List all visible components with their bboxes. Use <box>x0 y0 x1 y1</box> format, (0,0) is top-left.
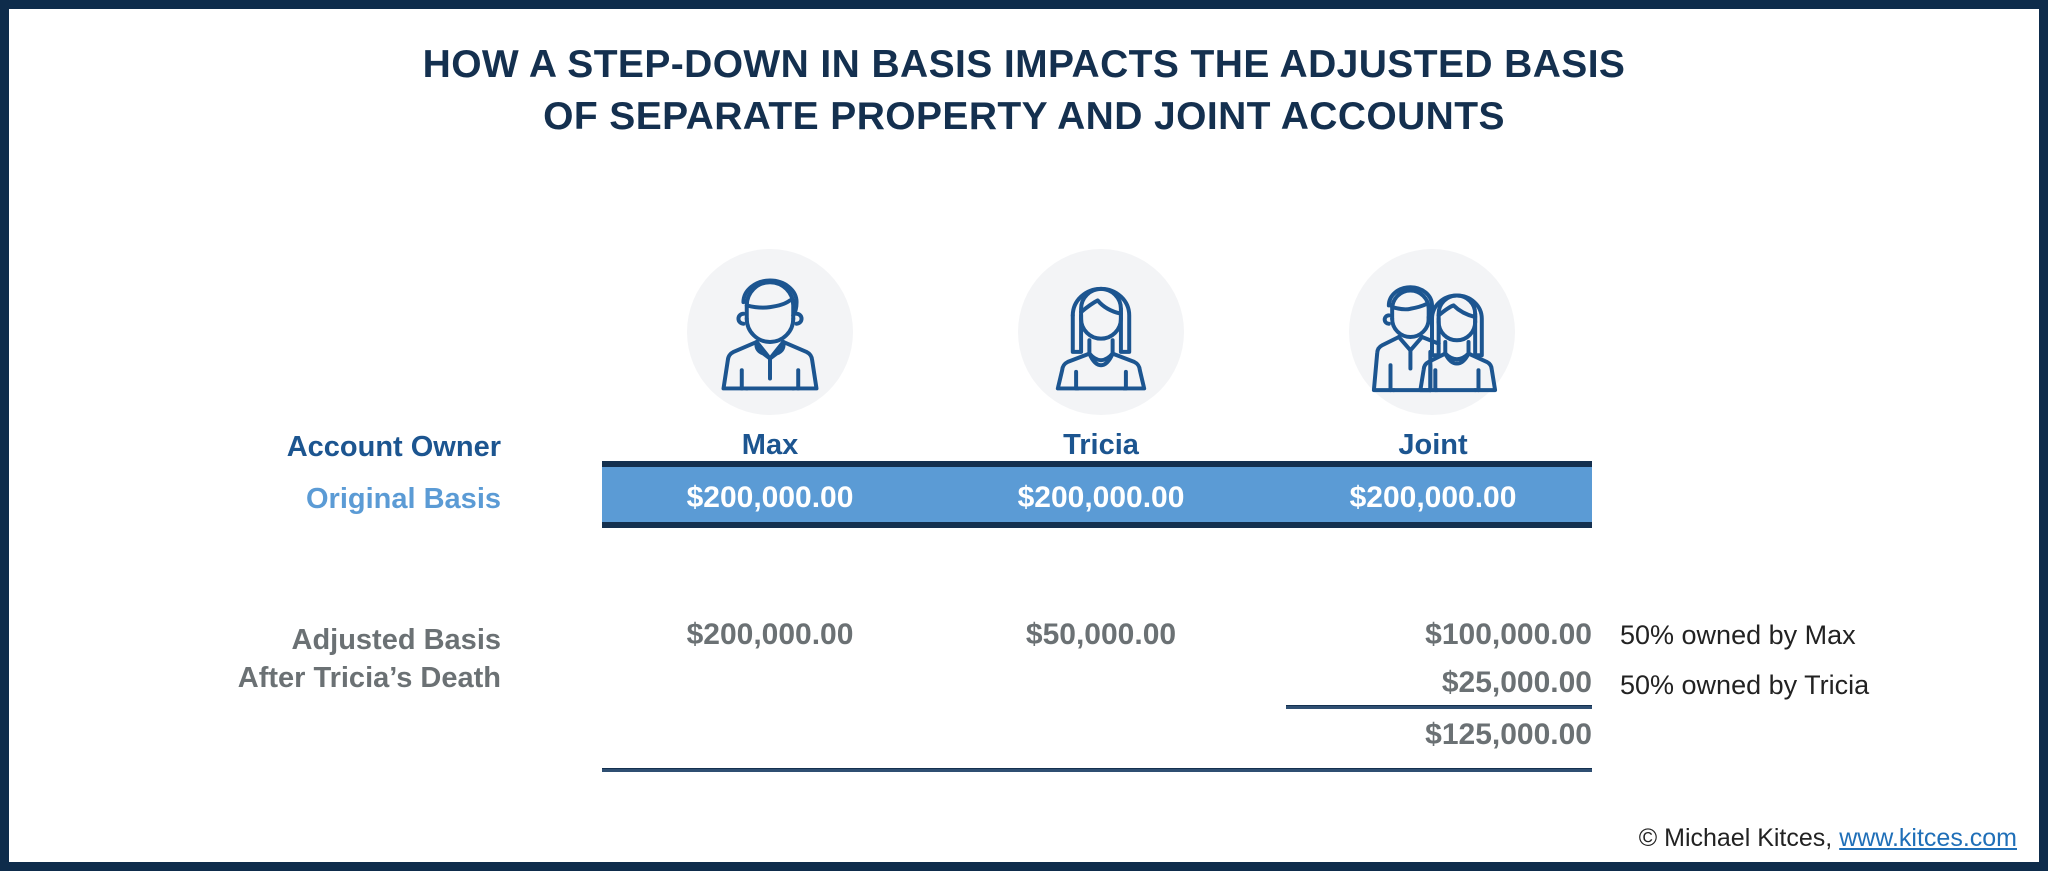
subtotal-rule <box>1286 705 1592 709</box>
person-male-icon <box>687 249 853 415</box>
original-basis-row: $200,000.00 $200,000.00 $200,000.00 <box>602 461 1592 528</box>
joint-total: $125,000.00 <box>1425 718 1592 751</box>
total-rule <box>602 768 1592 772</box>
page-title: HOW A STEP-DOWN IN BASIS IMPACTS THE ADJ… <box>9 39 2039 143</box>
row-label-adjusted-basis-line-2: After Tricia’s Death <box>237 661 501 694</box>
footer-copyright: © Michael Kitces, <box>1638 824 1840 852</box>
joint-share-tricia: $25,000.00 <box>1441 666 1592 699</box>
note-ownership-max: 50% owned by Max <box>1620 620 1856 650</box>
original-basis-value-max: $200,000.00 <box>686 481 854 514</box>
adjusted-basis-value-tricia: $50,000.00 <box>1025 618 1177 651</box>
note-ownership-tricia: 50% owned by Tricia <box>1620 670 1870 700</box>
adjusted-basis-value-max: $200,000.00 <box>686 618 854 651</box>
row-label-original-basis: Original Basis <box>305 483 501 515</box>
page-title-line-2: OF SEPARATE PROPERTY AND JOINT ACCOUNTS <box>543 94 1505 138</box>
row-label-account-owner: Account Owner <box>286 431 501 463</box>
people-couple-icon <box>1349 249 1515 415</box>
avatar-tricia <box>1018 249 1184 415</box>
page-title-line-1: HOW A STEP-DOWN IN BASIS IMPACTS THE ADJ… <box>422 43 1626 86</box>
person-female-icon <box>1018 249 1184 415</box>
avatar-joint <box>1349 249 1515 415</box>
original-basis-value-tricia: $200,000.00 <box>1017 481 1185 514</box>
joint-share-max: $100,000.00 <box>1425 618 1592 651</box>
column-header-tricia: Tricia <box>1063 429 1139 461</box>
row-label-adjusted-basis: Adjusted Basis After Tricia’s Death <box>9 622 501 697</box>
row-label-adjusted-basis-line-1: Adjusted Basis <box>291 624 502 656</box>
original-basis-value-joint: $200,000.00 <box>1349 481 1517 514</box>
footer-attribution: © Michael Kitces, www.kitces.com <box>1639 824 2017 853</box>
avatar-max <box>687 249 853 415</box>
footer-website-link[interactable]: www.kitces.com <box>1839 824 2017 852</box>
column-header-joint: Joint <box>1398 429 1468 461</box>
column-header-max: Max <box>741 429 799 461</box>
